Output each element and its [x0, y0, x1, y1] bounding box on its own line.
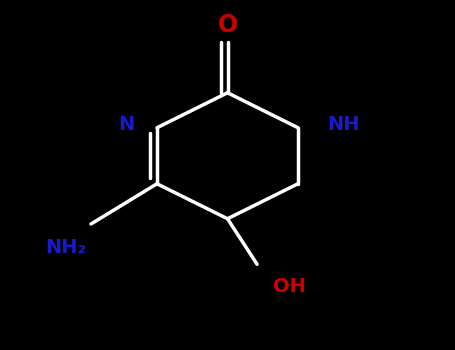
Text: N: N [118, 115, 134, 134]
Text: NH₂: NH₂ [46, 238, 86, 257]
Text: NH: NH [328, 115, 360, 134]
Text: O: O [217, 13, 238, 37]
Text: OH: OH [273, 276, 306, 295]
